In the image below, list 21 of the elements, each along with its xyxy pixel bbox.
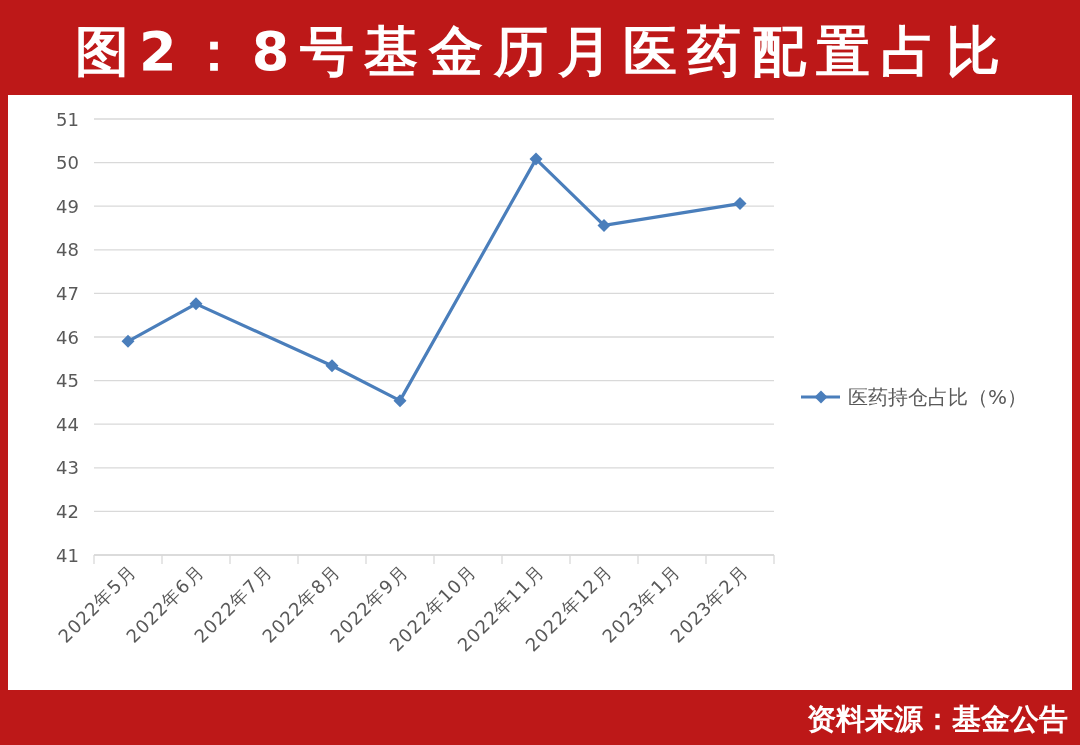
y-tick-label: 42: [56, 500, 79, 522]
y-tick-label: 45: [56, 370, 79, 392]
point: [733, 197, 747, 211]
point: [325, 359, 339, 373]
y-tick-label: 51: [56, 108, 79, 130]
y-tick-label: 47: [56, 282, 79, 304]
point: [393, 394, 407, 408]
y-tick-label: 43: [56, 457, 79, 479]
point: [597, 218, 611, 232]
y-tick-label: 48: [56, 239, 79, 261]
point: [529, 152, 543, 166]
chart-title: 图2：8号基金历月医药配置占比: [74, 20, 1000, 83]
legend-label: 医药持仓占比（%）: [848, 385, 1028, 409]
point: [121, 334, 135, 348]
y-tick-label: 46: [56, 326, 79, 348]
text: 资料来源：基金公告: [807, 702, 1068, 736]
point: [189, 297, 203, 311]
y-tick-label: 41: [56, 544, 79, 566]
y-tick-label: 50: [56, 152, 79, 174]
y-tick-label: 49: [56, 195, 79, 217]
y-tick-label: 44: [56, 413, 79, 435]
